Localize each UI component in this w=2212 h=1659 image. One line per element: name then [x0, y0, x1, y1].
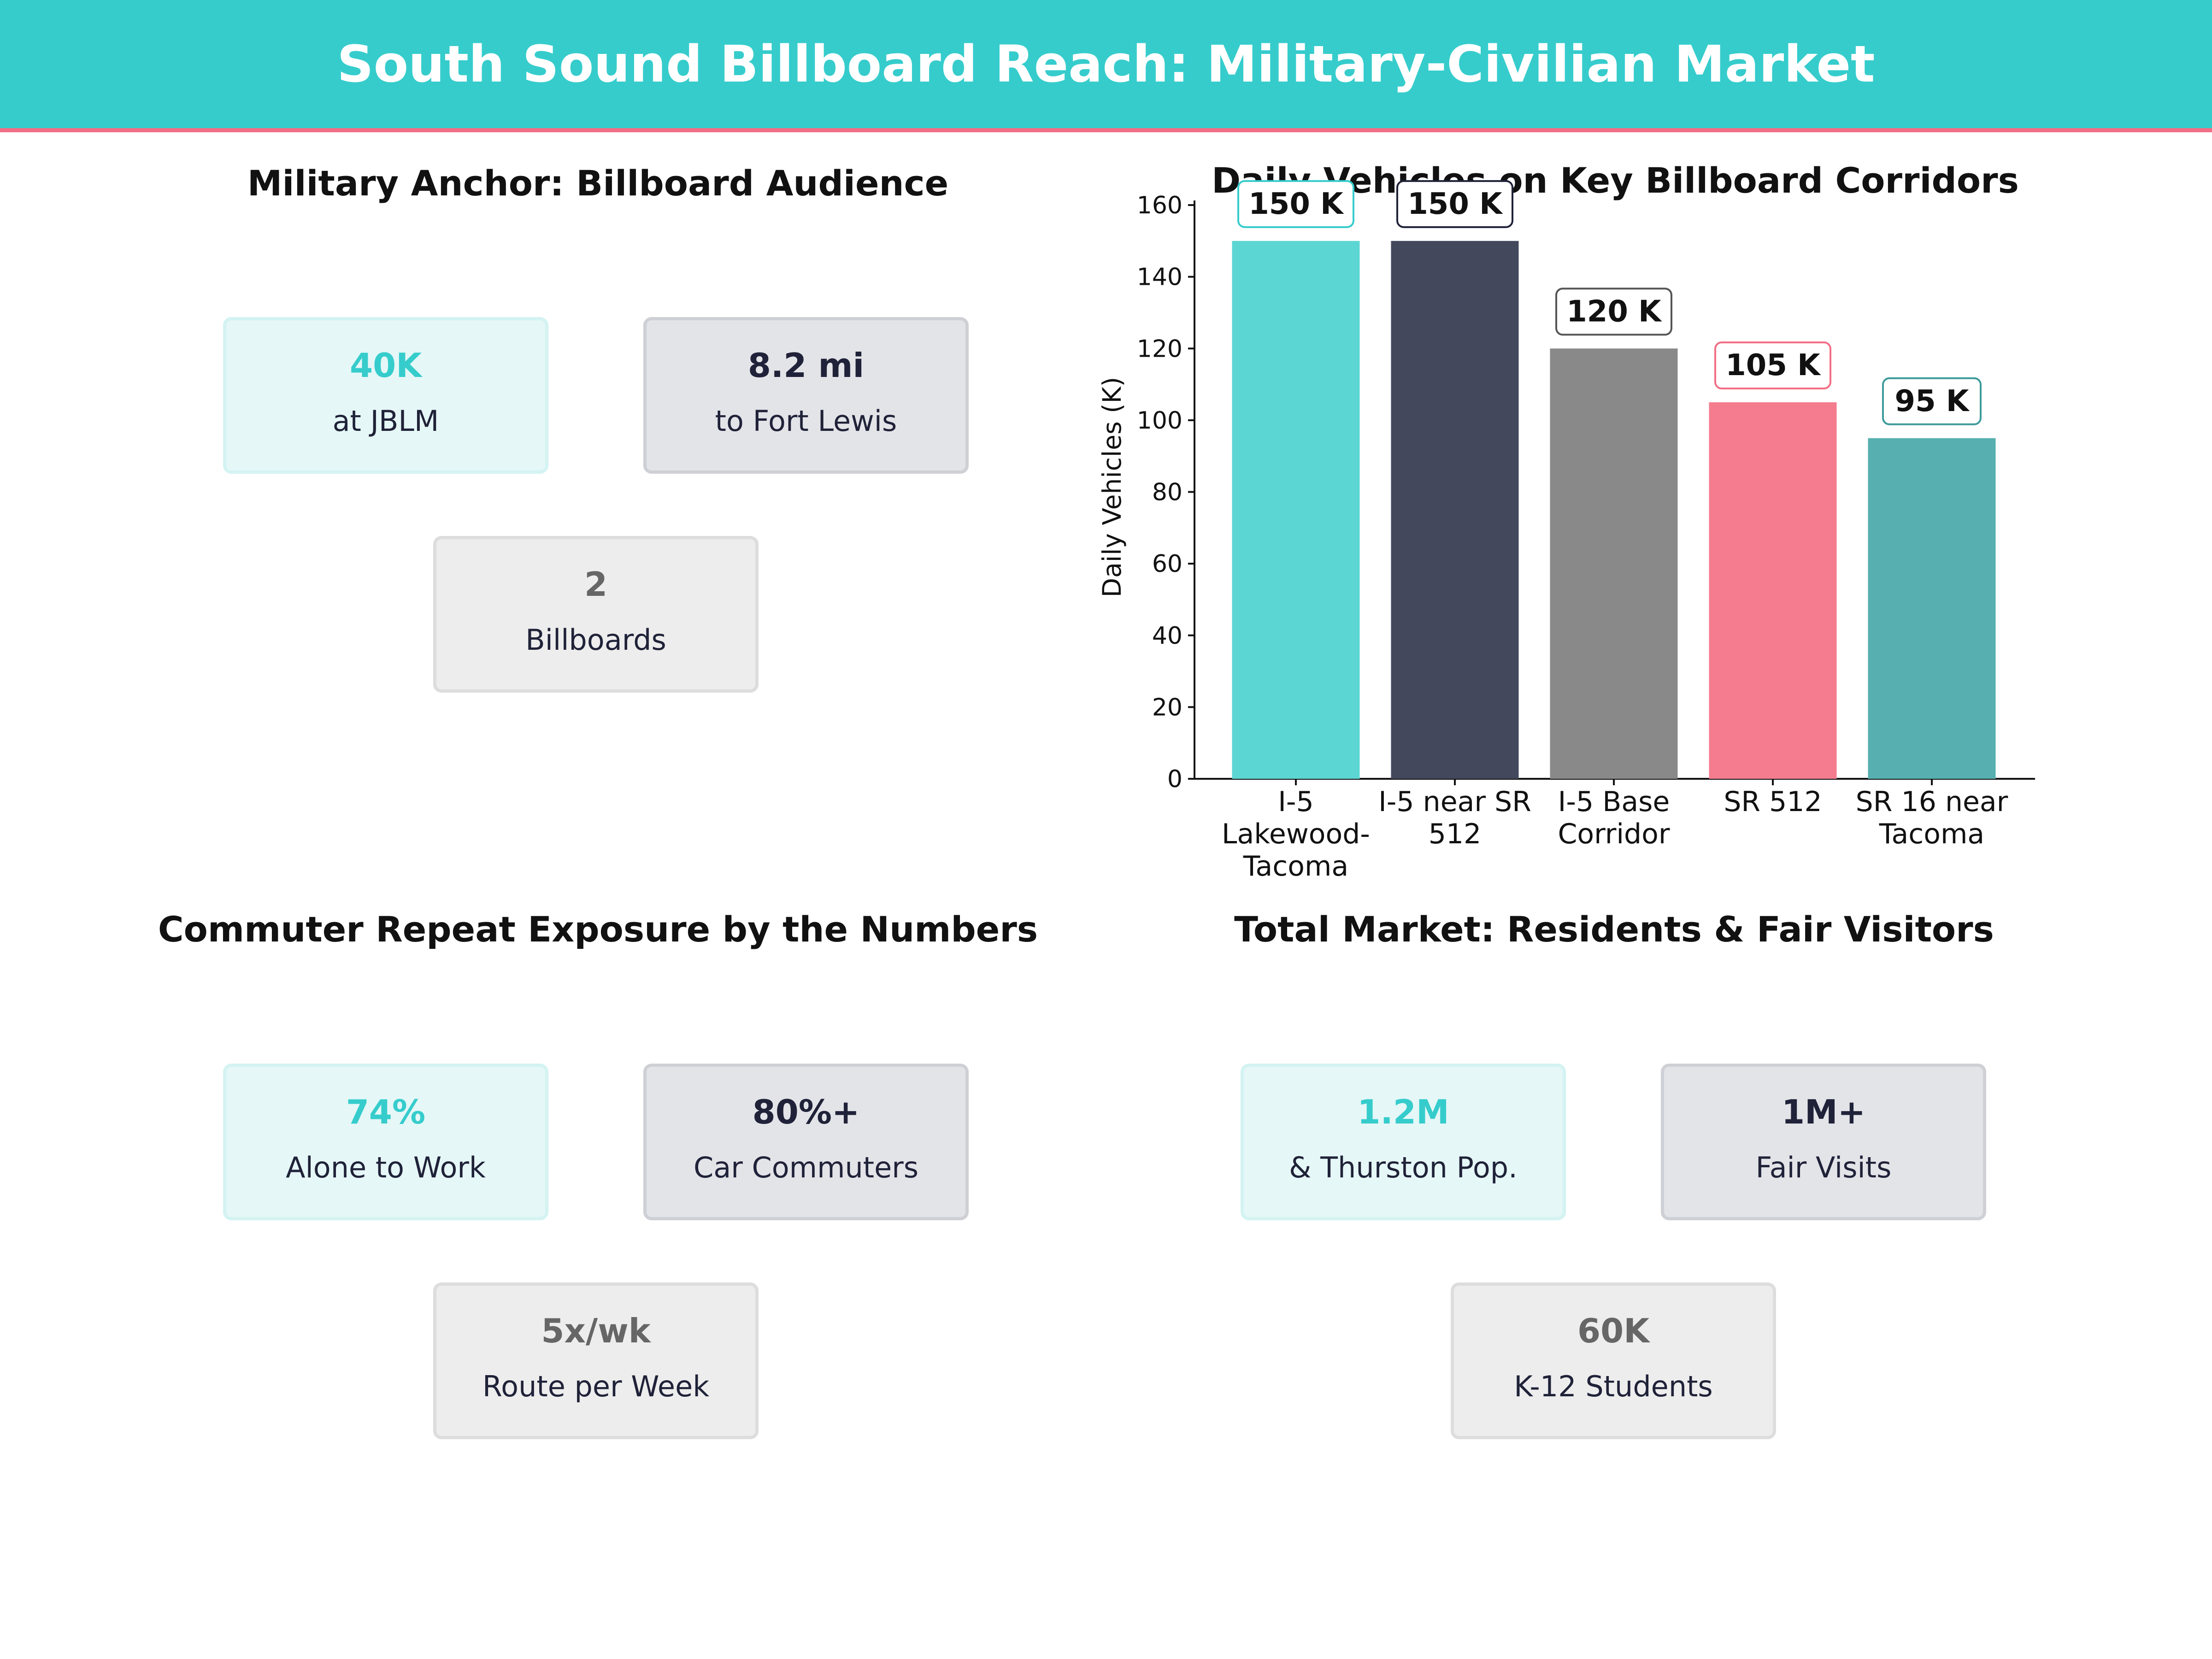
stat-label: Alone to Work: [286, 1151, 486, 1184]
y-tick-label: 160: [1137, 192, 1182, 219]
stat-label: Billboards: [525, 623, 666, 657]
data-label: 150 K: [1407, 187, 1503, 221]
stat-card-fair-visits: 1M+ Fair Visits: [1661, 1064, 1986, 1220]
stat-value: 1.2M: [1357, 1093, 1449, 1131]
stat-label: K-12 Students: [1514, 1370, 1713, 1403]
military-panel-title: Military Anchor: Billboard Audience: [247, 163, 949, 204]
stat-label: Car Commuters: [693, 1151, 919, 1184]
stat-label: Route per Week: [482, 1370, 710, 1403]
stat-card-alone: 74% Alone to Work: [223, 1064, 548, 1220]
stat-card-jblm: 40K at JBLM: [223, 317, 548, 474]
x-tick-label: I-5 Lakewood-Tacoma: [1222, 786, 1370, 882]
stat-value: 74%: [346, 1093, 426, 1131]
y-tick-label: 100: [1137, 407, 1182, 435]
data-label-box: [1882, 377, 1982, 425]
stat-label: to Fort Lewis: [715, 404, 897, 438]
y-tick-label: 40: [1152, 622, 1182, 650]
stat-value: 2: [584, 565, 608, 604]
stat-label: & Thurston Pop.: [1289, 1151, 1518, 1184]
stat-card-frequency: 5x/wk Route per Week: [433, 1282, 759, 1439]
data-label: 105 K: [1725, 348, 1821, 382]
header-banner: South Sound Billboard Reach: Military-Ci…: [0, 0, 2212, 132]
stat-value: 8.2 mi: [747, 346, 865, 385]
data-label-box: [1714, 341, 1831, 389]
bar: [1868, 438, 1996, 779]
y-tick-label: 60: [1152, 550, 1182, 578]
stat-value: 1M+: [1781, 1093, 1866, 1131]
x-tick-label: I-5 near SR 512: [1378, 786, 1531, 850]
stat-card-billboards: 2 Billboards: [433, 536, 759, 693]
data-label-box: [1237, 180, 1354, 228]
y-tick-label: 140: [1137, 264, 1182, 291]
stat-card-population: 1.2M & Thurston Pop.: [1241, 1064, 1566, 1220]
market-panel-title: Total Market: Residents & Fair Visitors: [1234, 909, 1994, 950]
stat-label: at JBLM: [332, 404, 439, 438]
stat-label: Fair Visits: [1755, 1151, 1892, 1184]
data-label-box: [1555, 288, 1672, 336]
y-tick-label: 0: [1167, 765, 1182, 793]
data-label: 95 K: [1895, 384, 1970, 418]
y-tick-label: 20: [1152, 694, 1182, 721]
data-label: 150 K: [1248, 187, 1344, 221]
stat-value: 5x/wk: [541, 1312, 651, 1350]
commuter-panel-title: Commuter Repeat Exposure by the Numbers: [158, 909, 1038, 950]
bar: [1709, 402, 1837, 779]
y-axis-label: Daily Vehicles (K): [1097, 377, 1127, 597]
x-tick-label: SR 16 near Tacoma: [1856, 786, 2008, 850]
stat-card-students: 60K K-12 Students: [1451, 1282, 1776, 1439]
stat-value: 40K: [350, 346, 422, 385]
y-tick-label: 80: [1152, 479, 1182, 506]
bar: [1232, 241, 1360, 779]
x-tick-label: SR 512: [1724, 786, 1822, 818]
data-label-box: [1396, 180, 1513, 228]
x-tick-label: I-5 Base Corridor: [1558, 786, 1670, 850]
stat-card-distance: 8.2 mi to Fort Lewis: [643, 317, 969, 474]
y-tick-label: 120: [1137, 335, 1182, 363]
stat-value: 60K: [1577, 1312, 1649, 1350]
stat-card-car-commuters: 80%+ Car Commuters: [643, 1064, 969, 1220]
page-title: South Sound Billboard Reach: Military-Ci…: [337, 35, 1875, 94]
bar: [1550, 348, 1678, 779]
stat-value: 80%+: [752, 1093, 860, 1131]
data-label: 120 K: [1566, 294, 1662, 329]
bar: [1391, 241, 1519, 779]
